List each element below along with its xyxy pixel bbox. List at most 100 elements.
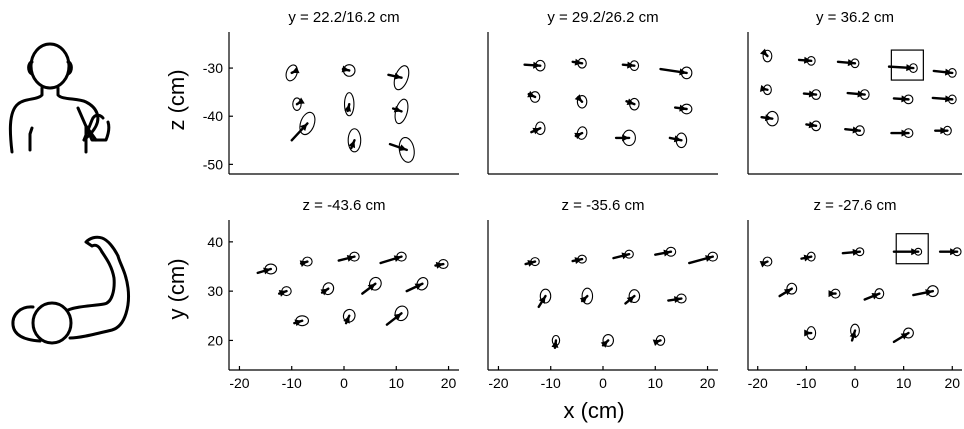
uncertainty-ellipse — [347, 128, 362, 153]
data-point — [337, 251, 360, 262]
data-point — [387, 65, 410, 91]
data-point — [846, 89, 870, 100]
arrowhead — [414, 283, 423, 290]
uncertainty-ellipse — [394, 305, 409, 322]
top-view-body-icon — [11, 235, 130, 345]
arrowhead — [940, 127, 948, 135]
data-point — [285, 64, 300, 82]
data-point — [931, 94, 957, 105]
panel-title: z = -35.6 cm — [562, 197, 645, 214]
uncertainty-ellipse — [576, 126, 588, 140]
data-point — [612, 249, 634, 260]
highlight-box — [890, 49, 924, 81]
data-point — [890, 128, 914, 138]
data-point — [320, 282, 335, 296]
arrowhead — [346, 254, 355, 262]
arrowhead — [621, 252, 630, 260]
data-point — [760, 48, 773, 63]
arrowhead — [551, 340, 559, 348]
data-point — [574, 126, 588, 140]
data-point — [574, 94, 588, 109]
panel-3: y = 36.2 cm — [747, 9, 962, 175]
data-point — [828, 288, 841, 299]
data-point — [579, 287, 594, 305]
arrowhead — [652, 339, 661, 347]
panel-2: y = 29.2/26.2 cm — [487, 9, 718, 175]
data-point — [624, 289, 641, 305]
data-point — [530, 121, 546, 136]
data-point — [932, 68, 957, 78]
panel-6: z = -27.6 cm -20 -10 0 10 20 — [747, 197, 962, 391]
y-tick-label: 30 — [207, 283, 223, 299]
data-point — [361, 276, 382, 295]
data-point — [797, 55, 816, 66]
panel-title: z = -43.6 cm — [303, 197, 386, 214]
arrowhead — [705, 255, 713, 262]
data-point — [804, 326, 817, 340]
data-point — [290, 111, 316, 142]
arrowhead — [296, 97, 305, 105]
arrowhead — [804, 329, 812, 337]
data-point — [688, 251, 719, 265]
data-point — [836, 58, 860, 69]
uncertainty-ellipse — [903, 327, 914, 339]
arrowhead — [679, 104, 687, 112]
y-tick-label: -50 — [203, 156, 223, 172]
x-tick-label: -20 — [229, 375, 249, 391]
data-point — [341, 64, 356, 77]
arrowhead — [574, 132, 583, 140]
x-tick-label: -20 — [488, 375, 508, 391]
panel-5: z = -35.6 cm -20 -10 0 10 20 — [487, 197, 719, 391]
arrowhead — [341, 65, 350, 73]
data-point — [934, 125, 952, 136]
arrowhead — [828, 290, 836, 298]
arrowhead — [906, 64, 914, 72]
data-point — [551, 334, 561, 350]
y-axis-label: y (cm) — [164, 258, 189, 319]
arrowhead — [626, 296, 635, 304]
arrowhead — [679, 68, 687, 76]
arrowhead — [759, 84, 768, 92]
arrowhead — [579, 296, 588, 304]
arrowhead — [622, 134, 630, 142]
data-point — [614, 129, 636, 147]
panel-grid: y = 22.2/16.2 cm -30 -40 -50 y = 29.2/26.2 c… — [203, 9, 962, 391]
data-point — [892, 94, 914, 105]
y-tick-label: -40 — [203, 108, 223, 124]
data-point — [600, 333, 615, 348]
arrowhead — [759, 260, 768, 268]
panel-title: y = 29.2/26.2 cm — [547, 9, 658, 26]
uncertainty-ellipse — [762, 49, 773, 63]
uncertainty-ellipse — [539, 288, 552, 304]
data-point — [571, 254, 587, 264]
x-tick-label: -10 — [796, 375, 816, 391]
uncertainty-ellipse — [628, 289, 641, 304]
data-point — [342, 308, 356, 325]
data-point — [379, 251, 407, 265]
x-axis-label: x (cm) — [563, 398, 624, 423]
arrowhead — [950, 248, 958, 256]
arrowhead — [911, 248, 919, 256]
data-point — [802, 89, 822, 100]
data-point — [391, 98, 409, 125]
arrowhead — [574, 94, 583, 102]
data-point — [523, 59, 546, 72]
panel-1: y = 22.2/16.2 cm -30 -40 -50 — [203, 9, 459, 175]
panel-title: y = 36.2 cm — [816, 9, 894, 26]
uncertainty-ellipse — [602, 333, 615, 347]
data-point — [759, 256, 773, 268]
arrowhead — [398, 144, 407, 151]
uncertainty-ellipse — [581, 287, 594, 305]
x-tick-label: -10 — [541, 375, 561, 391]
x-tick-label: 20 — [441, 375, 457, 391]
x-tick-label: -20 — [748, 375, 768, 391]
y-tick-label: 40 — [207, 234, 223, 250]
arrowhead — [808, 90, 817, 98]
data-point — [405, 276, 429, 293]
data-point — [778, 282, 798, 298]
uncertainty-ellipse — [292, 97, 302, 111]
data-point — [625, 97, 640, 111]
arrowhead — [803, 254, 812, 262]
x-tick-label: 10 — [647, 375, 663, 391]
